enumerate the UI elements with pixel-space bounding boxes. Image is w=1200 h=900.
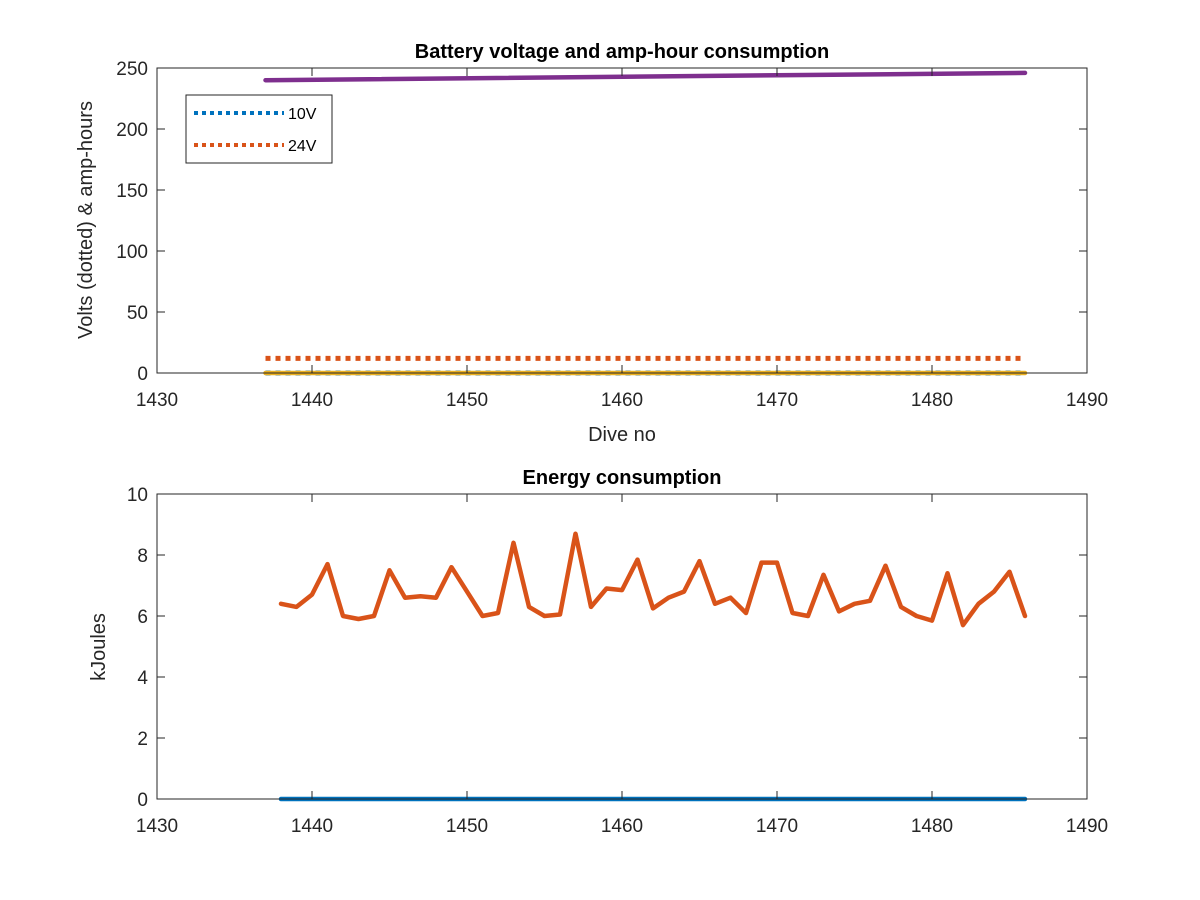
x-tick-label-bottom: 1440	[291, 816, 333, 837]
x-tick-label-top: 1450	[446, 390, 488, 411]
y-tick-label-bottom: 6	[137, 607, 148, 628]
legend-label-10v: 10V	[288, 106, 317, 123]
y-axis-title-top: Volts (dotted) & amp-hours	[75, 101, 97, 339]
ticks-bottom: 1430 1440 1450 1460 1470 1480 1490 0 2 4 6 8 10	[127, 485, 1108, 837]
x-tick-label-top: 1430	[136, 390, 178, 411]
x-tick-label-bottom: 1430	[136, 816, 178, 837]
y-tick-label-top: 250	[116, 59, 148, 80]
y-tick-label-top: 100	[116, 242, 148, 263]
series-line-bottom-1	[278, 531, 1028, 628]
y-tick-label-bottom: 8	[137, 546, 148, 567]
y-tick-label-top: 200	[116, 120, 148, 141]
x-tick-label-bottom: 1480	[911, 816, 953, 837]
y-tick-label-top: 150	[116, 181, 148, 202]
y-tick-label-bottom: 10	[127, 485, 148, 506]
y-tick-label-bottom: 2	[137, 729, 148, 750]
x-tick-label-top: 1460	[601, 390, 643, 411]
x-tick-label-top: 1490	[1066, 390, 1108, 411]
chart-title-top: Battery voltage and amp-hour consumption	[415, 41, 829, 63]
series-line-top-3	[263, 70, 1028, 83]
legend: 10V 24V	[185, 94, 333, 164]
chart-title-bottom: Energy consumption	[523, 467, 722, 489]
x-tick-label-top: 1480	[911, 390, 953, 411]
x-tick-label-bottom: 1470	[756, 816, 798, 837]
y-tick-label-top: 0	[137, 364, 148, 385]
y-tick-label-bottom: 4	[137, 668, 148, 689]
x-tick-label-bottom: 1450	[446, 816, 488, 837]
x-tick-label-bottom: 1490	[1066, 816, 1108, 837]
y-axis-title-bottom: kJoules	[88, 613, 110, 681]
ticks-top: 1430 1440 1450 1460 1470 1480 1490 0 50 100 150 200…	[116, 59, 1108, 411]
x-tick-label-bottom: 1460	[601, 816, 643, 837]
x-axis-title-top: Dive no	[588, 424, 656, 446]
chart-bottom: 1430 1440 1450 1460 1470 1480 1490 0 2 4 6 8 10 Ener…	[88, 467, 1108, 837]
x-tick-label-top: 1440	[291, 390, 333, 411]
plot-area-bottom	[157, 494, 1087, 799]
y-tick-label-top: 50	[127, 303, 148, 324]
legend-label-24v: 24V	[288, 138, 317, 155]
x-tick-label-top: 1470	[756, 390, 798, 411]
y-tick-label-bottom: 0	[137, 790, 148, 811]
chart-top: 1430 1440 1450 1460 1470 1480 1490 0 50 100 150 200…	[75, 41, 1108, 446]
legend-box	[185, 94, 333, 164]
